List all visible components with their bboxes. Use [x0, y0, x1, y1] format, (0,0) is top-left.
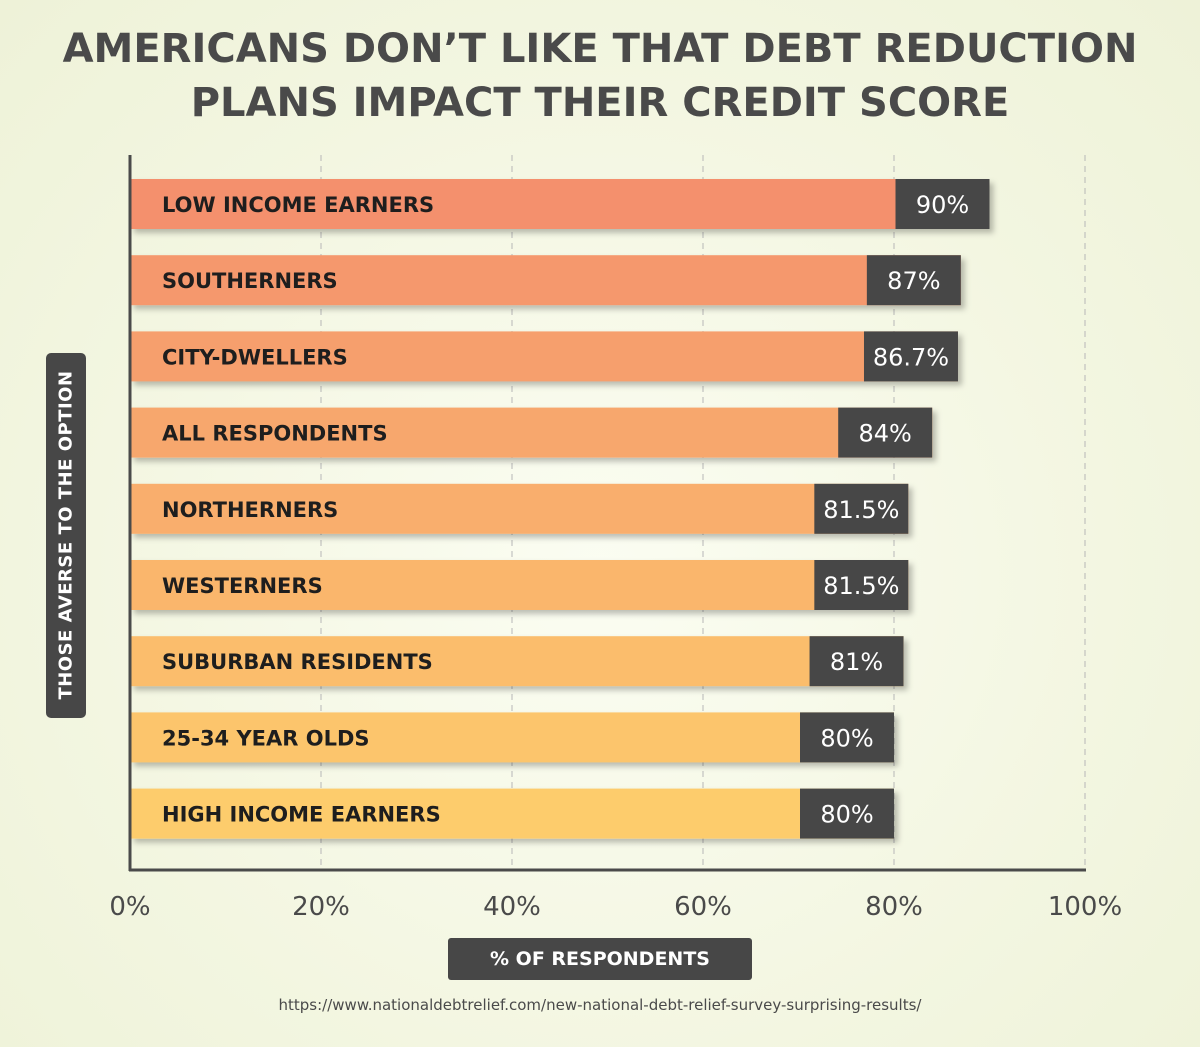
category-label: LOW INCOME EARNERS	[162, 193, 434, 217]
value-label: 81.5%	[823, 572, 899, 600]
bar	[130, 179, 990, 229]
category-label: HIGH INCOME EARNERS	[162, 803, 441, 827]
source-url: https://www.nationaldebtrelief.com/new-n…	[278, 996, 922, 1014]
value-box	[800, 788, 894, 839]
value-label: 81%	[830, 648, 883, 676]
x-tick-label: 100%	[1048, 892, 1122, 922]
value-box	[814, 560, 909, 610]
bar-group-1: SOUTHERNERS 87%	[130, 255, 961, 306]
value-label: 90%	[916, 191, 969, 219]
bar-group-3: ALL RESPONDENTS 84%	[130, 407, 933, 458]
category-label: SUBURBAN RESIDENTS	[162, 650, 433, 674]
x-tick-label: 20%	[292, 892, 350, 922]
bar	[130, 483, 909, 534]
x-tick-label: 80%	[865, 892, 923, 922]
category-label: CITY-DWELLERS	[162, 345, 348, 369]
value-box	[800, 712, 894, 763]
value-label: 86.7%	[873, 343, 949, 371]
category-label: WESTERNERS	[162, 574, 323, 598]
category-label: ALL RESPONDENTS	[162, 422, 388, 446]
value-box	[809, 636, 904, 687]
chart-title-line-2: PLANS IMPACT THEIR CREDIT SCORE	[190, 80, 1010, 126]
bar-group-8: HIGH INCOME EARNERS 80%	[130, 788, 894, 839]
bar	[130, 255, 961, 306]
bar-group-7: 25-34 YEAR OLDS 80%	[130, 712, 894, 763]
value-box	[814, 483, 909, 534]
bar-group-2: CITY-DWELLERS 86.7%	[130, 331, 958, 382]
value-box	[863, 331, 958, 382]
bar	[130, 636, 904, 687]
bar-group-6: SUBURBAN RESIDENTS 81%	[130, 636, 904, 687]
value-label: 81.5%	[823, 496, 899, 524]
x-tick-label: 40%	[483, 892, 541, 922]
x-tick-label: 60%	[674, 892, 732, 922]
category-label: SOUTHERNERS	[162, 269, 338, 293]
bar	[130, 712, 894, 763]
y-axis-label: THOSE AVERSE TO THE OPTION	[55, 370, 77, 700]
bar	[130, 407, 933, 458]
bar-group-4: NORTHERNERS 81.5%	[130, 483, 909, 534]
y-axis-label-box	[46, 353, 86, 718]
x-tick-label: 0%	[109, 892, 150, 922]
bar	[130, 788, 894, 839]
bar-group-5: WESTERNERS 81.5%	[130, 560, 909, 610]
value-label: 80%	[820, 724, 873, 752]
category-label: NORTHERNERS	[162, 498, 338, 522]
value-box	[866, 255, 961, 306]
chart-title: AMERICANS DON’T LIKE THAT DEBT REDUCTION…	[0, 22, 1200, 130]
value-box	[895, 179, 990, 229]
value-label: 87%	[887, 267, 940, 295]
value-label: 80%	[820, 801, 873, 829]
bar-group-0: LOW INCOME EARNERS 90%	[130, 179, 990, 229]
x-axis-label: % OF RESPONDENTS	[448, 938, 752, 980]
category-label: 25-34 YEAR OLDS	[162, 726, 370, 750]
value-box	[838, 407, 933, 458]
value-label: 84%	[859, 420, 912, 448]
bar	[130, 560, 909, 610]
bar	[130, 331, 958, 382]
chart-title-line-1: AMERICANS DON’T LIKE THAT DEBT REDUCTION	[62, 26, 1138, 72]
